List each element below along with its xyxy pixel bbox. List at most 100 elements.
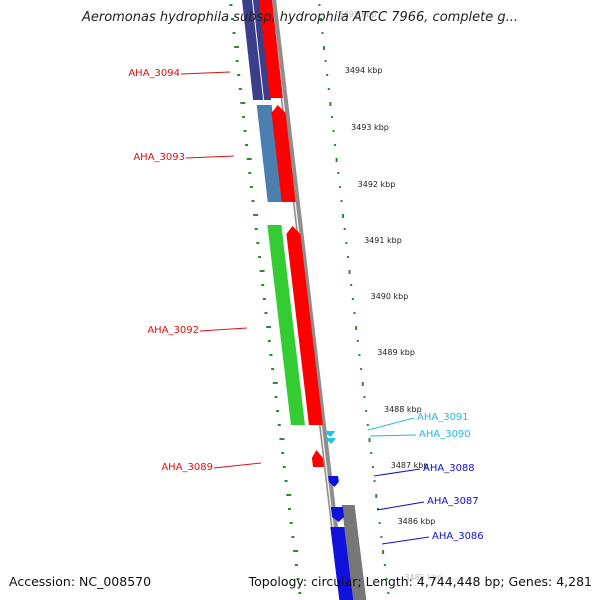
tick-dot [253,214,259,216]
tick-dot [257,256,261,258]
tick-dot [383,564,386,566]
tick-dot [380,536,383,538]
tick-dot [235,60,239,62]
cog-block-aha_3087 [341,505,367,600]
gene-aha_3091[interactable] [324,431,335,437]
leader-line [180,71,231,75]
topology-text: Topology: circular; Length: 4,744,448 bp… [248,574,592,589]
tick-dot [318,4,321,6]
gene-aha_3092[interactable] [286,226,323,425]
accession-text: Accession: NC_008570 [9,574,152,589]
tick-dot [361,382,364,386]
tick-dot [371,466,374,468]
tick-dot [353,312,356,314]
leader-line [185,155,235,159]
tick-dot [241,116,245,118]
tick-dot [387,592,390,594]
tick-dot [245,144,249,146]
tick-dot [343,228,346,230]
tick-dot [370,452,373,454]
tick-dot [360,368,363,370]
tick-dot [232,32,236,34]
gene-label-aha_3090[interactable]: AHA_3090 [419,429,471,440]
leader-line [367,417,415,431]
tick-dot [355,326,358,330]
gene-label-aha_3093[interactable]: AHA_3093 [133,152,185,163]
tick-dot [243,130,247,132]
tick-dot [293,550,299,552]
kbp-tick-label: 3485 kbp [404,573,442,582]
tick-dot [296,578,300,580]
gene-label-aha_3088[interactable]: AHA_3088 [423,463,475,474]
gene-layer [258,0,354,600]
tick-dot [356,340,359,342]
kbp-ticks: 3495 kbp 3494 kbp 3493 kbp 3492 kbp 3491 kbp… [339,10,443,582]
tick-dot [259,270,265,272]
map-title: Aeromonas hydrophila subsp. hydrophila A… [81,10,519,25]
kbp-tick-label: 3487 kbp [391,461,429,470]
tick-dot [382,550,385,554]
tick-dot [334,144,337,146]
gene-aha_3087[interactable] [330,507,345,522]
kbp-tick-label: 3491 kbp [364,236,402,245]
gene-label-aha_3092[interactable]: AHA_3092 [147,325,199,336]
tick-dot [248,172,252,174]
tick-dot [246,158,252,160]
gene-aha_3094[interactable] [258,0,283,98]
gene-aha_3088[interactable] [328,476,339,487]
tick-dots [229,4,390,594]
tick-dot [321,32,324,34]
gene-aha_3086[interactable] [330,527,354,600]
gene-label-aha_3087[interactable]: AHA_3087 [427,496,479,507]
tick-dot [272,382,278,384]
gene-aha_3090[interactable] [325,438,336,444]
gene-aha_3089[interactable] [311,450,324,467]
tick-dot [271,368,275,370]
tick-dot [229,4,233,6]
gene-aha_3093[interactable] [271,105,296,202]
tick-dot [237,74,241,76]
leader-line [199,327,248,332]
tick-dot [284,480,288,482]
gene-label-aha_3094[interactable]: AHA_3094 [128,68,180,79]
leader-line [373,468,421,477]
tick-dot [261,284,265,286]
leader-line [381,536,430,545]
tick-dot [351,298,354,300]
tick-dot [249,186,253,188]
tick-dot [332,130,335,132]
tick-dot [346,256,349,258]
tick-dot [319,18,322,20]
gene-label-aha_3089[interactable]: AHA_3089 [161,462,213,473]
tick-dot [264,312,268,314]
cog-block-aha_3093 [256,105,283,202]
tick-dot [238,88,242,90]
tick-dot [256,242,260,244]
tick-dot [276,410,280,412]
tick-dot [324,60,327,62]
tick-dot [277,424,281,426]
tick-dot [329,102,332,106]
tick-dot [269,354,273,356]
tick-dot [240,102,246,104]
tick-dot [230,18,234,20]
leader-line [369,434,417,437]
tick-dot [330,116,333,118]
tick-dot [378,522,381,524]
gene-label-aha_3091[interactable]: AHA_3091 [417,412,469,423]
tick-dot [267,340,271,342]
gene-label-aha_3086[interactable]: AHA_3086 [432,531,484,542]
tick-dot [345,242,348,244]
kbp-tick-label: 3494 kbp [345,66,383,75]
tick-dot [234,46,240,48]
tick-dot [348,270,351,274]
tick-dot [365,410,368,412]
cog-block-aha_3094 [242,0,264,100]
tick-dot [385,578,388,580]
tick-dot [254,228,258,230]
tick-dot [326,74,329,76]
kbp-tick-label: 3495 kbp [339,10,377,19]
tick-dot [281,452,285,454]
